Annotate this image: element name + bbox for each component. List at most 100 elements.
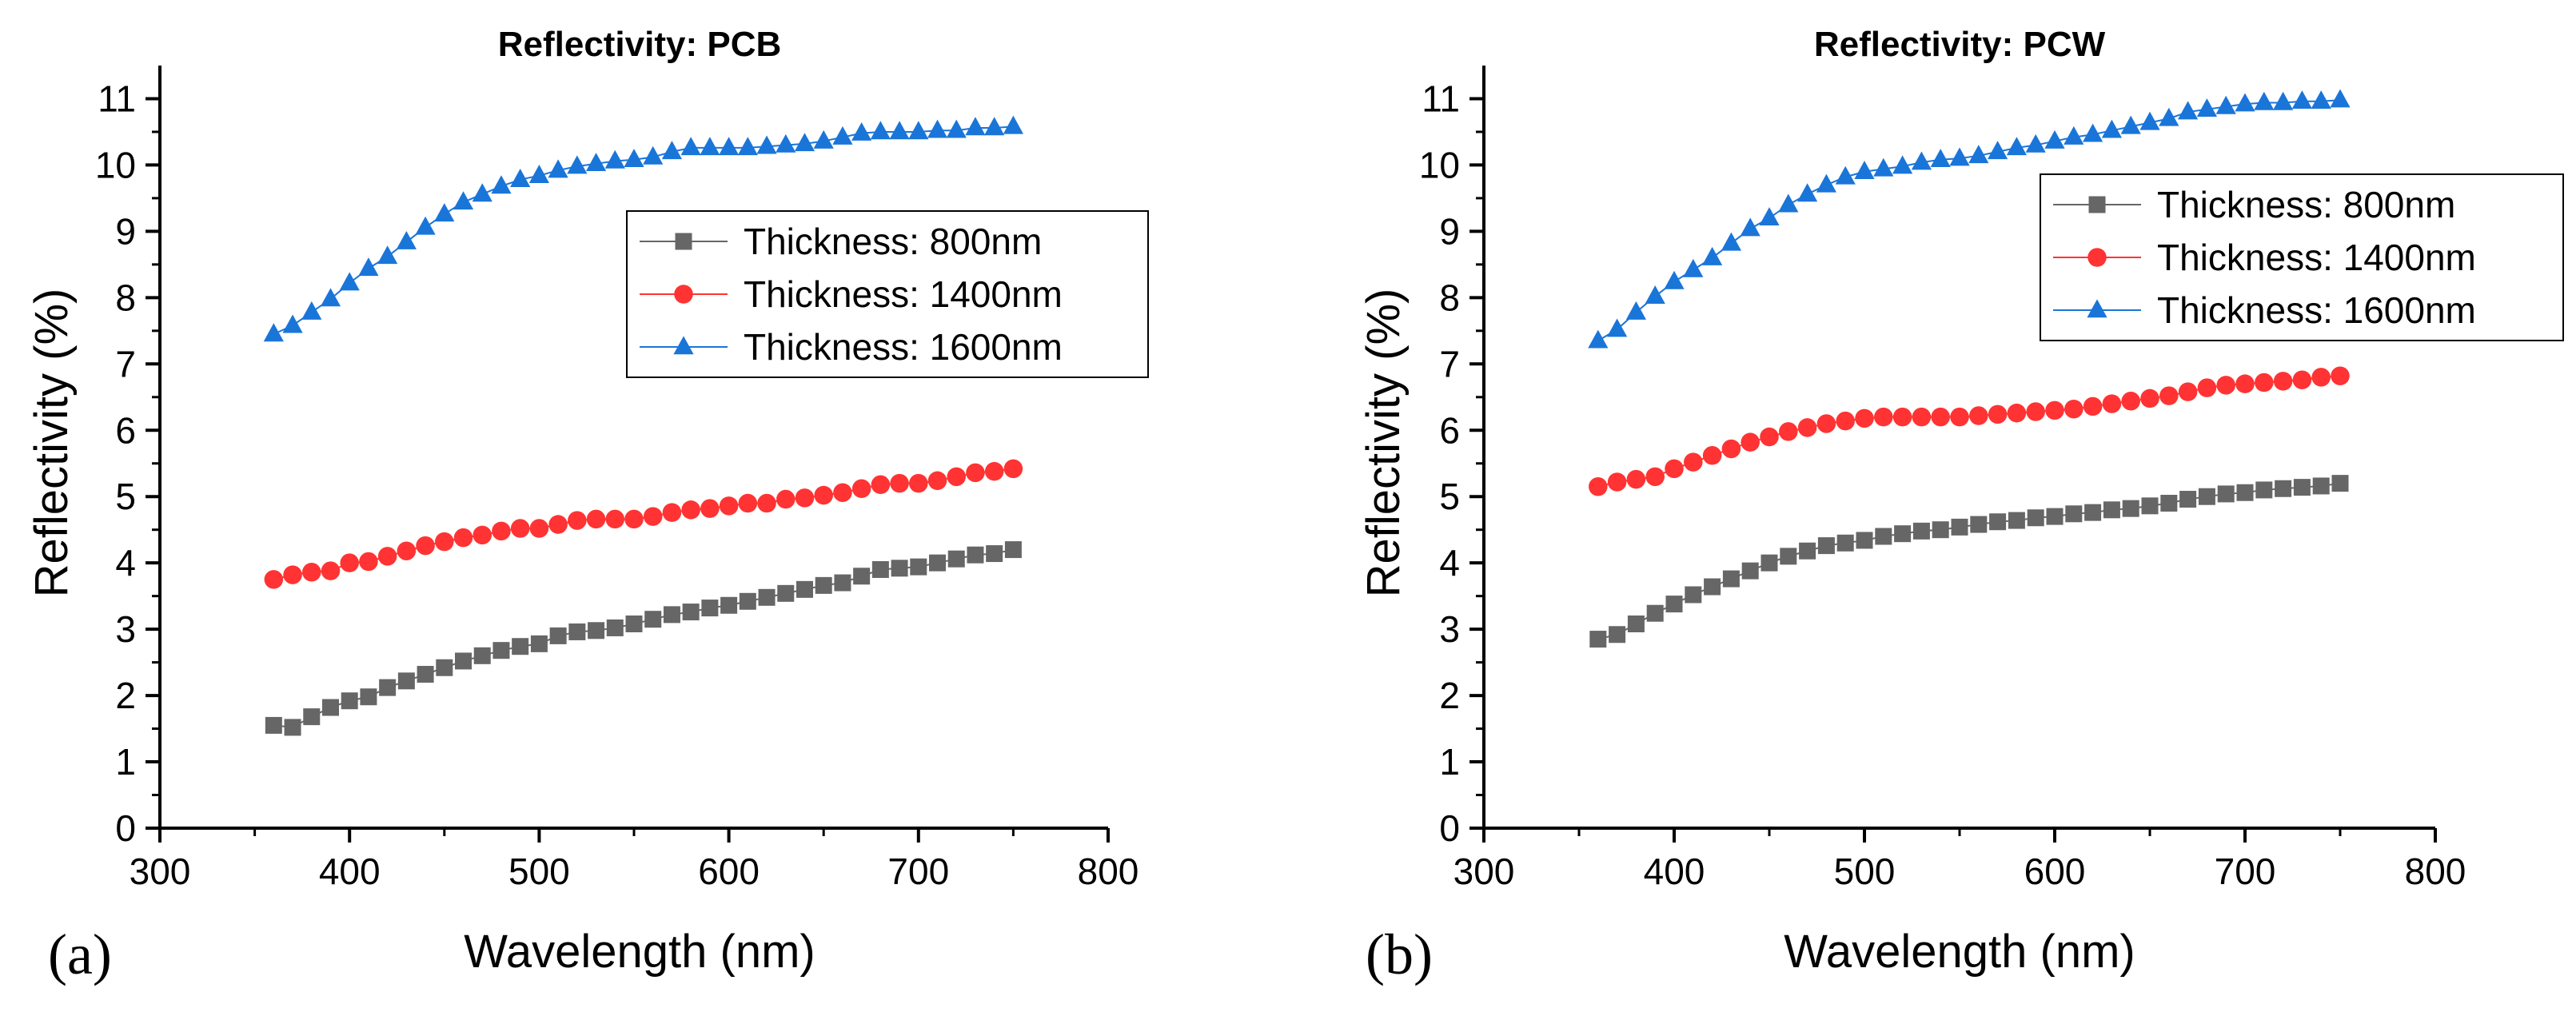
data-point xyxy=(567,155,588,174)
data-point xyxy=(568,623,586,640)
data-point xyxy=(321,699,339,716)
data-point xyxy=(358,257,379,277)
y-tick-label: 5 xyxy=(1439,476,1460,517)
x-tick-label: 500 xyxy=(508,851,570,892)
series-triangle xyxy=(1588,89,2351,349)
data-point xyxy=(2120,115,2141,134)
data-point xyxy=(417,666,434,683)
data-point xyxy=(1855,408,1874,428)
data-point xyxy=(2273,372,2293,391)
data-point xyxy=(1702,446,1722,465)
data-point xyxy=(2103,501,2120,519)
data-point xyxy=(1892,407,1912,427)
data-point xyxy=(1836,411,1855,431)
data-point xyxy=(1799,542,1816,560)
chart-panel-a: Reflectivity: PCB Reflectivity (%) Wavel… xyxy=(26,25,1149,986)
data-point xyxy=(776,133,796,153)
data-point xyxy=(2311,368,2331,387)
chart-title: Reflectivity: PCB xyxy=(498,25,782,64)
series-square xyxy=(265,541,1022,736)
data-point xyxy=(700,499,720,518)
data-point xyxy=(1894,525,1912,543)
data-point xyxy=(455,652,473,670)
data-point xyxy=(2254,91,2275,110)
data-point xyxy=(1627,615,1645,632)
data-point xyxy=(585,153,607,172)
y-tick-label: 3 xyxy=(1439,608,1460,650)
y-tick-label: 5 xyxy=(115,476,136,517)
data-point xyxy=(340,553,359,572)
legend-marker-circle xyxy=(674,285,693,304)
data-point xyxy=(549,627,567,644)
data-point xyxy=(1721,232,1741,251)
data-point xyxy=(416,536,435,556)
data-point xyxy=(624,149,644,168)
data-point xyxy=(2159,107,2179,126)
data-point xyxy=(1780,548,1797,565)
data-point xyxy=(2141,497,2159,515)
data-point xyxy=(1645,467,1665,487)
data-point xyxy=(2217,485,2235,503)
data-point xyxy=(2121,392,2140,411)
data-point xyxy=(2216,376,2235,395)
y-tick-label: 11 xyxy=(1422,78,1460,119)
data-point xyxy=(719,496,739,516)
data-point xyxy=(453,528,473,548)
data-point xyxy=(1741,562,1759,580)
data-point xyxy=(1968,145,1989,164)
y-tick-label: 6 xyxy=(115,409,136,451)
data-point xyxy=(889,121,910,140)
data-point xyxy=(2025,133,2046,153)
data-point xyxy=(967,546,984,564)
data-point xyxy=(1969,406,1988,425)
legend-label: Thickness: 1400nm xyxy=(744,273,1063,315)
x-axis-label: Wavelength (nm) xyxy=(1784,926,2135,978)
data-point xyxy=(1646,604,1664,622)
data-point xyxy=(2064,399,2084,419)
y-tick-label: 2 xyxy=(1439,675,1460,716)
data-point xyxy=(661,141,683,160)
data-point xyxy=(320,288,341,307)
data-point xyxy=(1817,537,1835,555)
data-point xyxy=(435,532,454,552)
data-point xyxy=(339,272,360,291)
data-point xyxy=(284,719,301,736)
data-point xyxy=(2044,129,2065,149)
series-line xyxy=(273,548,1014,728)
data-point xyxy=(813,129,834,149)
data-point xyxy=(1911,151,1932,170)
y-tick-label: 7 xyxy=(1439,343,1460,384)
data-point xyxy=(1625,301,1646,320)
panel-label: (a) xyxy=(48,922,112,986)
data-point xyxy=(359,552,378,572)
data-point xyxy=(2178,382,2198,401)
legend: Thickness: 800nm Thickness: 1400nm Thickne… xyxy=(626,210,1149,378)
data-point xyxy=(1797,418,1817,437)
x-tick-label: 800 xyxy=(2405,851,2466,892)
data-point xyxy=(2027,509,2044,527)
x-tick-label: 500 xyxy=(1834,851,1896,892)
data-point xyxy=(529,519,549,538)
data-point xyxy=(1740,217,1761,237)
data-point xyxy=(548,159,568,178)
legend-label: Thickness: 800nm xyxy=(2157,184,2455,225)
y-axis-label: Reflectivity (%) xyxy=(1358,289,1410,598)
data-point xyxy=(737,137,758,156)
data-point xyxy=(510,519,530,538)
x-tick-label: 700 xyxy=(887,851,949,892)
data-point xyxy=(2006,137,2027,156)
data-point xyxy=(2311,90,2331,110)
data-point xyxy=(814,485,833,505)
data-point xyxy=(472,183,492,202)
data-point xyxy=(1664,270,1685,289)
data-point xyxy=(891,560,908,577)
data-point xyxy=(2292,370,2312,389)
data-point xyxy=(1685,586,1702,604)
data-point xyxy=(927,471,947,491)
x-tick-label: 400 xyxy=(1644,851,1705,892)
data-point xyxy=(492,521,511,541)
data-point xyxy=(890,473,909,493)
series-line xyxy=(1597,375,2341,488)
data-point xyxy=(1607,318,1628,337)
data-point xyxy=(777,584,795,602)
